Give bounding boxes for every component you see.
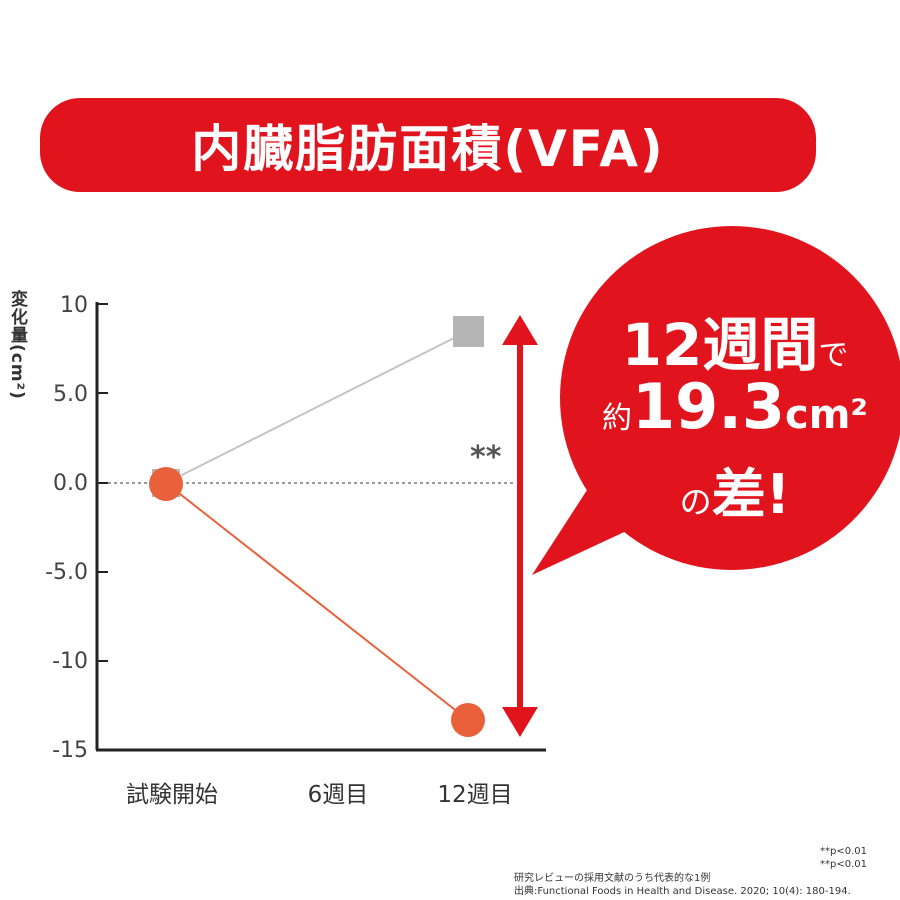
bubble-line-1: 12週間で	[621, 311, 849, 379]
bubble-line-2: 約19.3cm²	[602, 370, 868, 443]
test-12w-marker	[451, 703, 485, 737]
y-tick: -10	[52, 649, 88, 674]
significance-marker: **	[470, 440, 502, 475]
y-tick: -5.0	[45, 560, 88, 585]
y-tick: 10	[60, 293, 88, 318]
bubble-line-3: の差!	[679, 463, 791, 526]
y-tick: 5.0	[53, 382, 88, 407]
study-note: 研究レビューの採用文献のうち代表的な1例	[514, 873, 711, 884]
p-value-1: **p<0.01	[820, 846, 867, 857]
title-banner: 内臓脂肪面積(VFA)	[40, 98, 816, 192]
x-tick: 試験開始	[126, 782, 218, 808]
difference-arrow	[502, 315, 538, 737]
test-start-marker	[149, 467, 183, 501]
y-tick: -15	[52, 738, 88, 763]
y-tick: 0.0	[53, 471, 88, 496]
chart-title: 内臓脂肪面積(VFA)	[191, 120, 665, 178]
x-tick: 6週目	[307, 782, 369, 808]
y-axis-label: 変化量(cm²)	[7, 290, 27, 400]
speech-bubble	[532, 226, 900, 575]
control-12w-marker	[453, 316, 484, 347]
x-tick: 12週目	[437, 782, 513, 808]
source-citation: 出典:Functional Foods in Health and Diseas…	[514, 886, 851, 897]
p-value-2: **p<0.01	[820, 859, 867, 870]
